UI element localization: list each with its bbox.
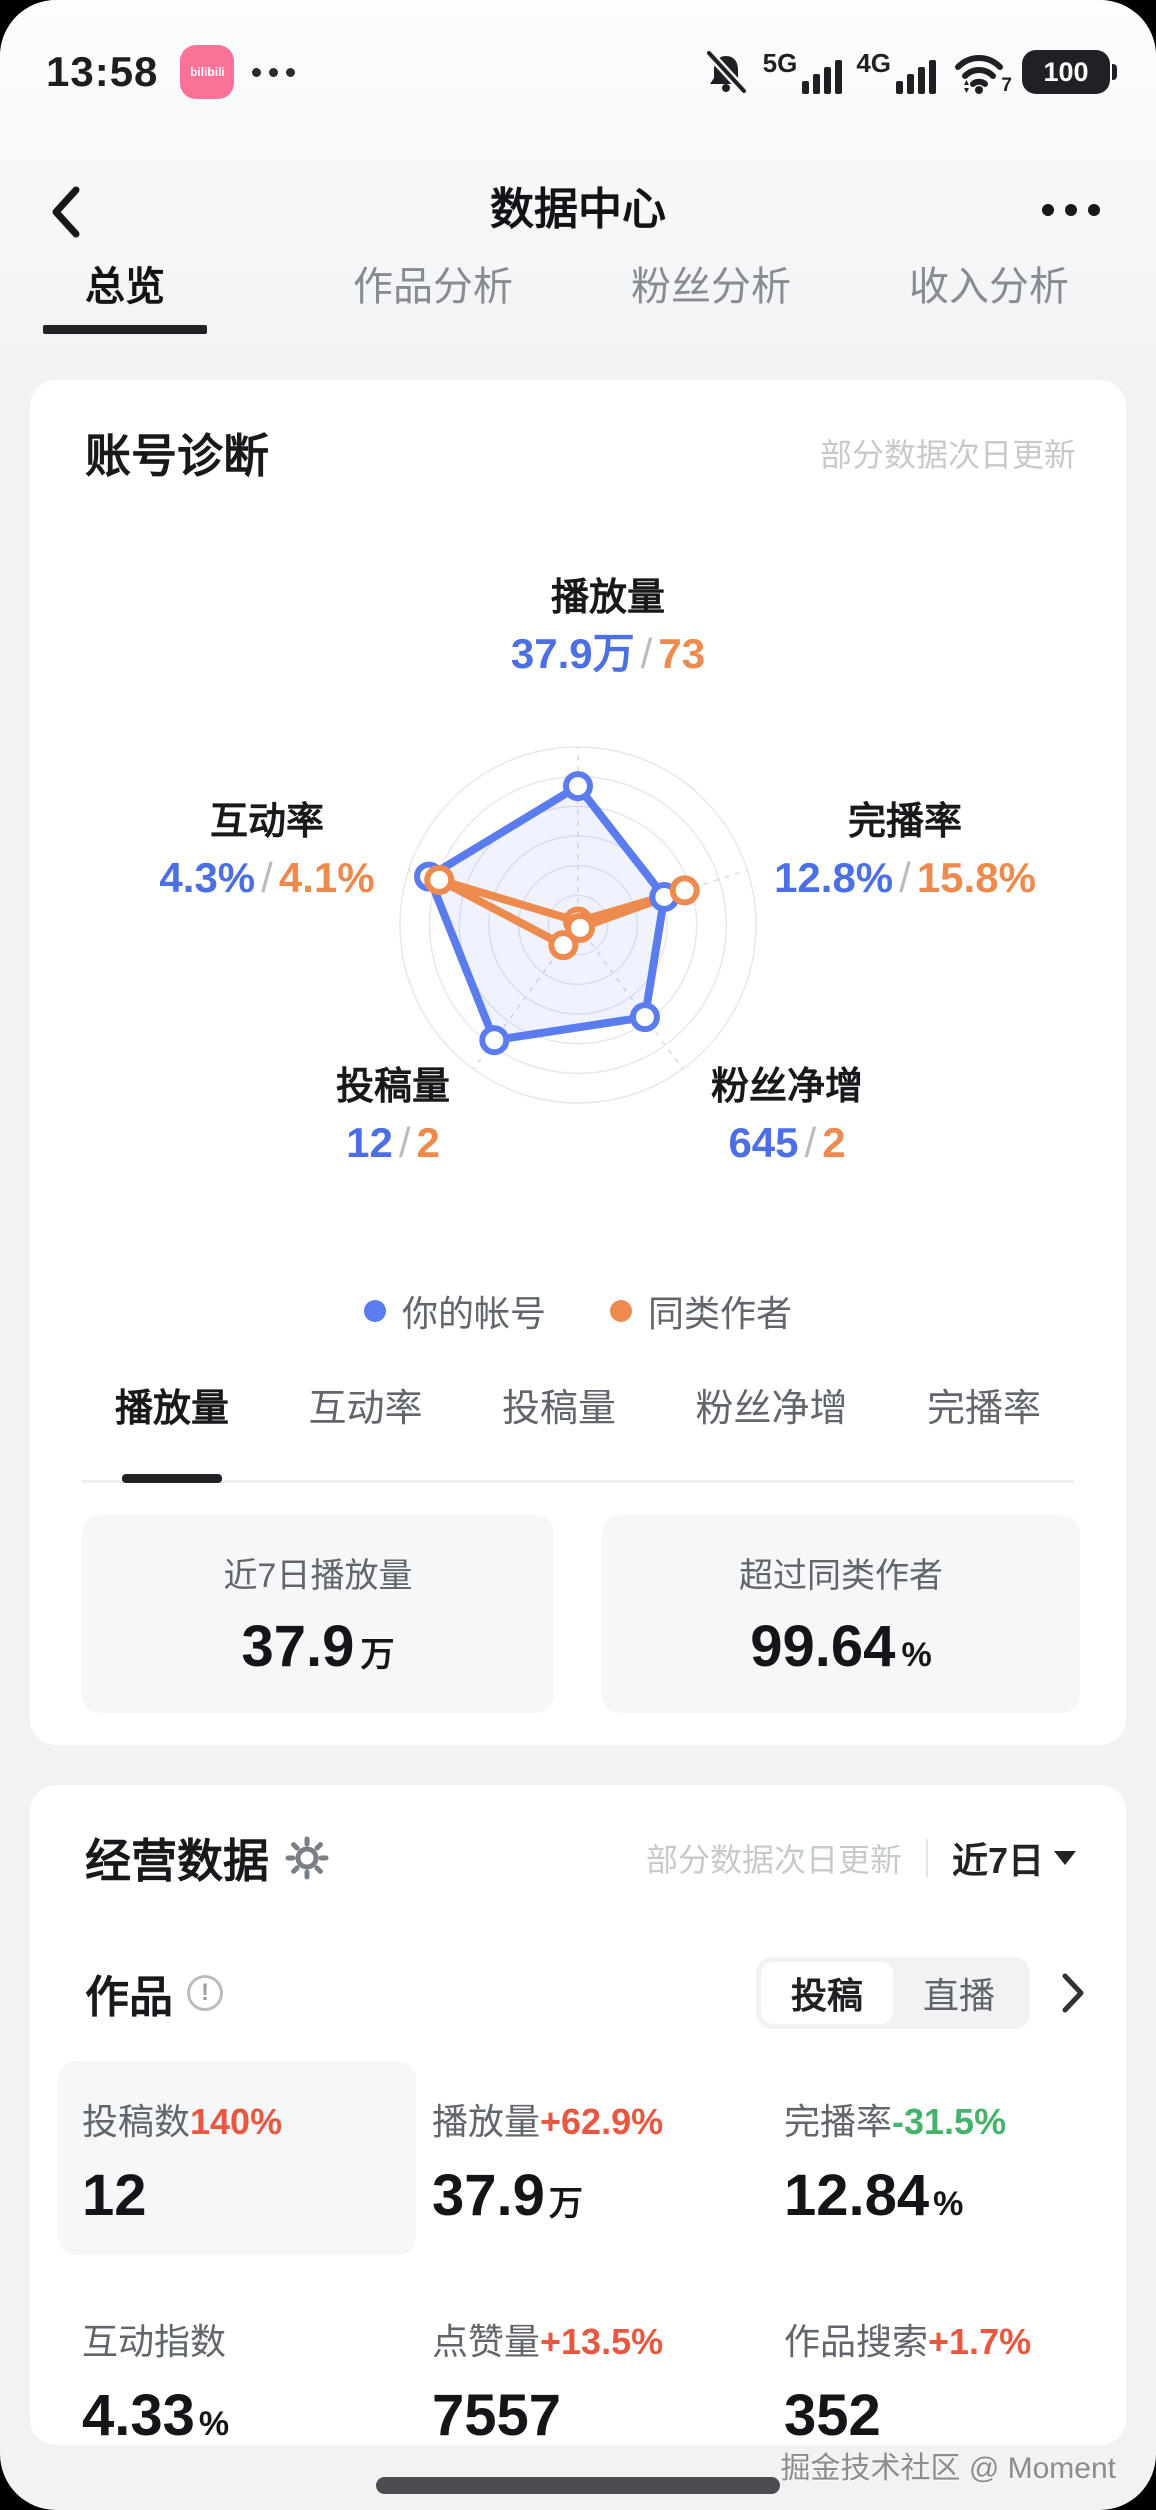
works-type-toggle: 投稿 直播 xyxy=(755,1957,1030,2029)
legend-dot-blue xyxy=(363,1300,386,1322)
legend-similar-creators: 同类作者 xyxy=(610,1285,792,1337)
diagnosis-title: 账号诊断 xyxy=(85,430,269,482)
account-diagnosis-card: 账号诊断 部分数据次日更新 播放量 37.9万/73 完播率 12.8%/15.… xyxy=(30,380,1126,1745)
caret-down-icon xyxy=(1054,1851,1076,1865)
works-row: 作品 ! 投稿 直播 xyxy=(85,1957,1086,2029)
tab-works-analysis[interactable]: 作品分析 xyxy=(353,265,513,309)
status-more-dots xyxy=(252,67,296,77)
period-dropdown[interactable]: 近7日 xyxy=(952,1832,1076,1884)
radar-axis-fans-growth: 粉丝净增 645/2 xyxy=(710,1066,863,1166)
page-title: 数据中心 xyxy=(490,185,666,234)
wifi-icon: 7 xyxy=(950,49,1012,96)
business-title: 经营数据 xyxy=(85,1835,269,1887)
subtab-divider xyxy=(82,1480,1074,1483)
status-indicators: 5G 4G 7 100 xyxy=(703,49,1117,96)
watermark: 掘金技术社区 @ Moment xyxy=(780,2452,1117,2485)
status-bar: 13:58 bilibili 5G 4G xyxy=(0,40,1156,104)
works-section-title: 作品 xyxy=(85,1973,173,2022)
metric-plays[interactable]: 播放量+62.9% 37.9 万 xyxy=(432,2101,664,2228)
subtab-playcount[interactable]: 播放量 xyxy=(115,1385,229,1433)
radar-chart xyxy=(399,746,757,1104)
more-menu-button[interactable] xyxy=(1042,204,1100,216)
radar-axis-playcount: 播放量 37.9万/73 xyxy=(510,577,706,677)
toggle-live[interactable]: 直播 xyxy=(922,1975,995,2016)
back-button[interactable] xyxy=(46,184,86,245)
tab-overview[interactable]: 总览 xyxy=(43,262,207,334)
business-data-card: 经营数据 部分数据次日更新 近7日 作品 ! xyxy=(30,1785,1126,2448)
metric-completion-rate[interactable]: 完播率-31.5% 12.84% xyxy=(784,2101,1007,2228)
stat-box-7day-plays: 近7日播放量 37.9 万 xyxy=(82,1515,554,1713)
subtab-fans-growth[interactable]: 粉丝净增 xyxy=(695,1388,848,1430)
info-icon[interactable]: ! xyxy=(187,1975,223,2011)
metric-engagement-index[interactable]: 互动指数 4.33% xyxy=(82,2321,230,2448)
tab-fans-analysis[interactable]: 粉丝分析 xyxy=(631,265,791,309)
wifi-7-badge: 7 xyxy=(1001,75,1012,96)
metric-search[interactable]: 作品搜索+1.7% 352 xyxy=(784,2321,1032,2448)
metric-sub-tab-bar: 播放量 互动率 投稿量 粉丝净增 完播率 xyxy=(115,1385,1041,1433)
diagnosis-update-note: 部分数据次日更新 xyxy=(819,437,1076,473)
header-divider xyxy=(925,1839,928,1877)
radar-section: 播放量 37.9万/73 完播率 12.8%/15.8% 粉丝净增 645/2 … xyxy=(30,560,1126,1320)
metric-likes[interactable]: 点赞量+13.5% 7557 xyxy=(432,2321,664,2448)
home-indicator[interactable] xyxy=(376,2477,780,2494)
nav-bar: 数据中心 xyxy=(0,178,1156,242)
radar-axis-completion: 完播率 12.8%/15.8% xyxy=(774,801,1036,901)
highlighted-metric-box xyxy=(58,2061,416,2255)
stat-box-beats-peers: 超过同类作者 99.64% xyxy=(602,1515,1080,1713)
cellular-signal-4g: 4G xyxy=(856,50,936,94)
battery-indicator: 100 xyxy=(1022,50,1117,94)
notifications-off-icon xyxy=(705,49,747,95)
stat-value-7day-plays: 37.9 万 xyxy=(241,1614,395,1679)
radar-legend: 你的帐号 同类作者 xyxy=(30,1285,1126,1337)
gear-icon[interactable] xyxy=(285,1836,329,1880)
toggle-uploads[interactable]: 投稿 xyxy=(760,1962,893,2024)
subtab-completion[interactable]: 完播率 xyxy=(926,1388,1041,1430)
legend-your-account: 你的帐号 xyxy=(363,1285,546,1337)
bilibili-app-icon: bilibili xyxy=(180,45,235,99)
metric-uploads[interactable]: 投稿数140% 12 xyxy=(82,2101,283,2228)
subtab-engagement[interactable]: 互动率 xyxy=(308,1388,423,1430)
radar-axis-uploads: 投稿量 12/2 xyxy=(335,1066,450,1166)
main-tab-bar: 总览 作品分析 粉丝分析 收入分析 xyxy=(43,262,1069,334)
legend-dot-orange xyxy=(610,1300,632,1322)
clock: 13:58 xyxy=(46,48,159,95)
business-update-note: 部分数据次日更新 xyxy=(645,1842,902,1878)
back-chevron-icon xyxy=(52,186,80,238)
tab-income-analysis[interactable]: 收入分析 xyxy=(909,265,1069,309)
subtab-uploads[interactable]: 投稿量 xyxy=(501,1388,616,1430)
stat-value-beats-peers: 99.64% xyxy=(750,1614,932,1679)
chevron-right-icon[interactable] xyxy=(1060,1971,1086,2015)
radar-axis-engagement: 互动率 4.3%/4.1% xyxy=(159,801,375,901)
cellular-signal-5g: 5G xyxy=(763,50,843,94)
